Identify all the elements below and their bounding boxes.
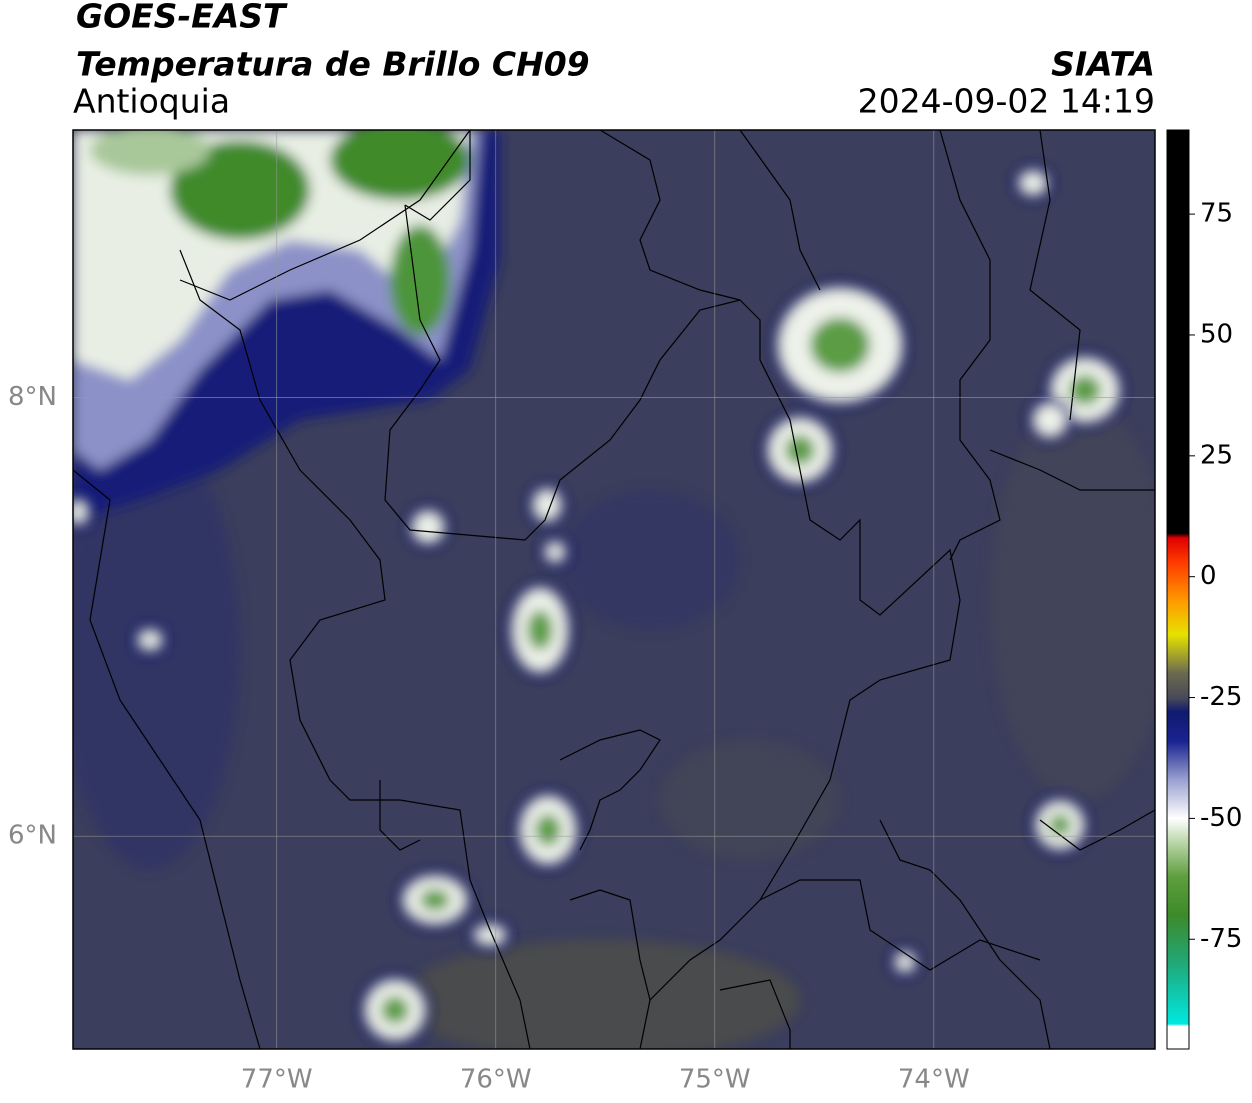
y-tick-label: 6°N bbox=[8, 821, 57, 851]
cloud-cell bbox=[420, 889, 450, 911]
x-tick-label: 76°W bbox=[460, 1065, 532, 1095]
x-tick-label: 75°W bbox=[679, 1065, 751, 1095]
cloud-cell bbox=[1049, 814, 1071, 836]
map-image bbox=[73, 130, 1155, 1049]
colorbar-tick-label: 0 bbox=[1200, 561, 1217, 591]
datetime: 2024-09-02 14:19 bbox=[858, 82, 1155, 121]
colorbar-tick-label: 75 bbox=[1200, 199, 1233, 229]
cloud-cell bbox=[1021, 173, 1045, 193]
cloud-cell bbox=[810, 317, 870, 373]
map-frame bbox=[72, 129, 1156, 1050]
x-tick-label: 77°W bbox=[241, 1065, 313, 1095]
cloud-cell bbox=[476, 927, 504, 943]
cloud-cell bbox=[785, 435, 815, 465]
cloud-cell bbox=[527, 610, 553, 650]
cloud-cell bbox=[140, 632, 160, 648]
x-tick-label: 74°W bbox=[898, 1065, 970, 1095]
colorbar-tick-label: 25 bbox=[1200, 440, 1233, 470]
cloud-cell bbox=[1035, 405, 1065, 435]
colorbar-tick-label: -75 bbox=[1200, 924, 1242, 954]
cloud-cell bbox=[381, 996, 409, 1024]
cloud-cell bbox=[535, 814, 561, 846]
colorbar-tick-label: -50 bbox=[1200, 803, 1242, 833]
cloud-cell bbox=[414, 513, 442, 541]
cloud-cell bbox=[897, 954, 913, 970]
y-tick-label: 8°N bbox=[8, 382, 57, 412]
colorbar-tick-label: 50 bbox=[1200, 319, 1233, 349]
title: GOES-EAST bbox=[76, 0, 288, 36]
cloud-cell bbox=[547, 544, 563, 560]
source: SIATA bbox=[1051, 45, 1155, 84]
colorbar-tick-label: -25 bbox=[1200, 682, 1242, 712]
cloud-cell bbox=[73, 502, 86, 522]
colorbar bbox=[1166, 129, 1190, 1050]
region: Antioquia bbox=[73, 82, 230, 121]
subtitle: Temperatura de Brillo CH09 bbox=[76, 45, 590, 84]
